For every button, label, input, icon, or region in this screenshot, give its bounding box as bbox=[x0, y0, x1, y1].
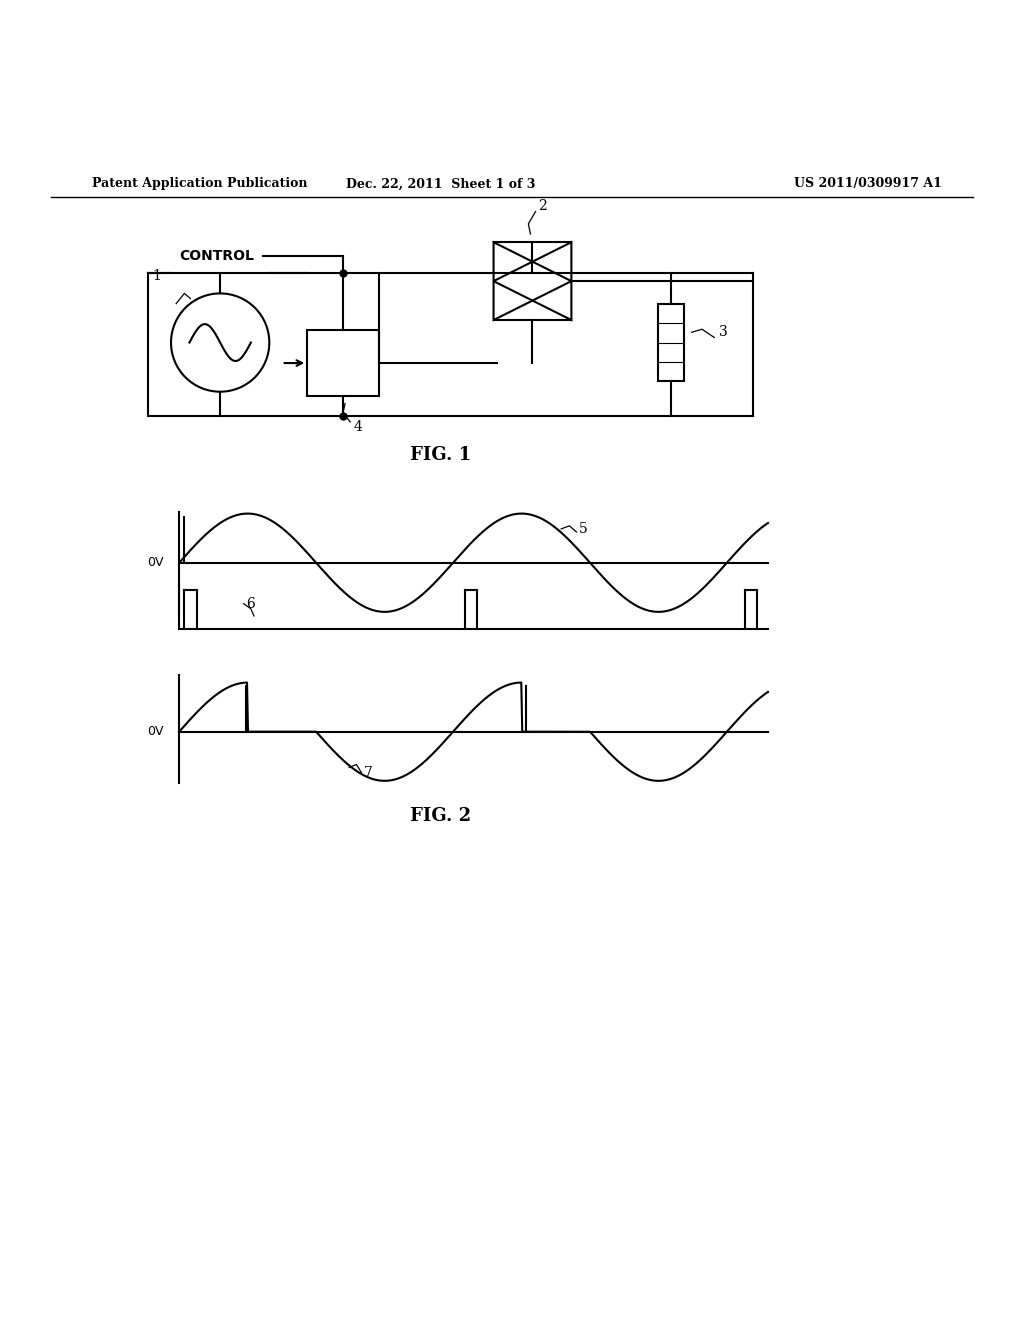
Text: 3: 3 bbox=[719, 325, 728, 339]
Text: Patent Application Publication: Patent Application Publication bbox=[92, 177, 307, 190]
Text: US 2011/0309917 A1: US 2011/0309917 A1 bbox=[795, 177, 942, 190]
FancyBboxPatch shape bbox=[658, 304, 684, 381]
Text: 5: 5 bbox=[579, 521, 588, 536]
Text: 4: 4 bbox=[353, 420, 362, 434]
Text: 2: 2 bbox=[538, 199, 547, 214]
Text: FIG. 1: FIG. 1 bbox=[410, 446, 471, 465]
Text: FIG. 2: FIG. 2 bbox=[410, 807, 471, 825]
Text: 6: 6 bbox=[246, 597, 255, 611]
Text: Dec. 22, 2011  Sheet 1 of 3: Dec. 22, 2011 Sheet 1 of 3 bbox=[346, 177, 535, 190]
FancyBboxPatch shape bbox=[307, 330, 379, 396]
Text: 7: 7 bbox=[364, 766, 373, 780]
Text: 0V: 0V bbox=[147, 556, 164, 569]
Text: CONTROL: CONTROL bbox=[179, 248, 254, 263]
Text: 0V: 0V bbox=[147, 725, 164, 738]
Text: 1: 1 bbox=[152, 269, 161, 284]
